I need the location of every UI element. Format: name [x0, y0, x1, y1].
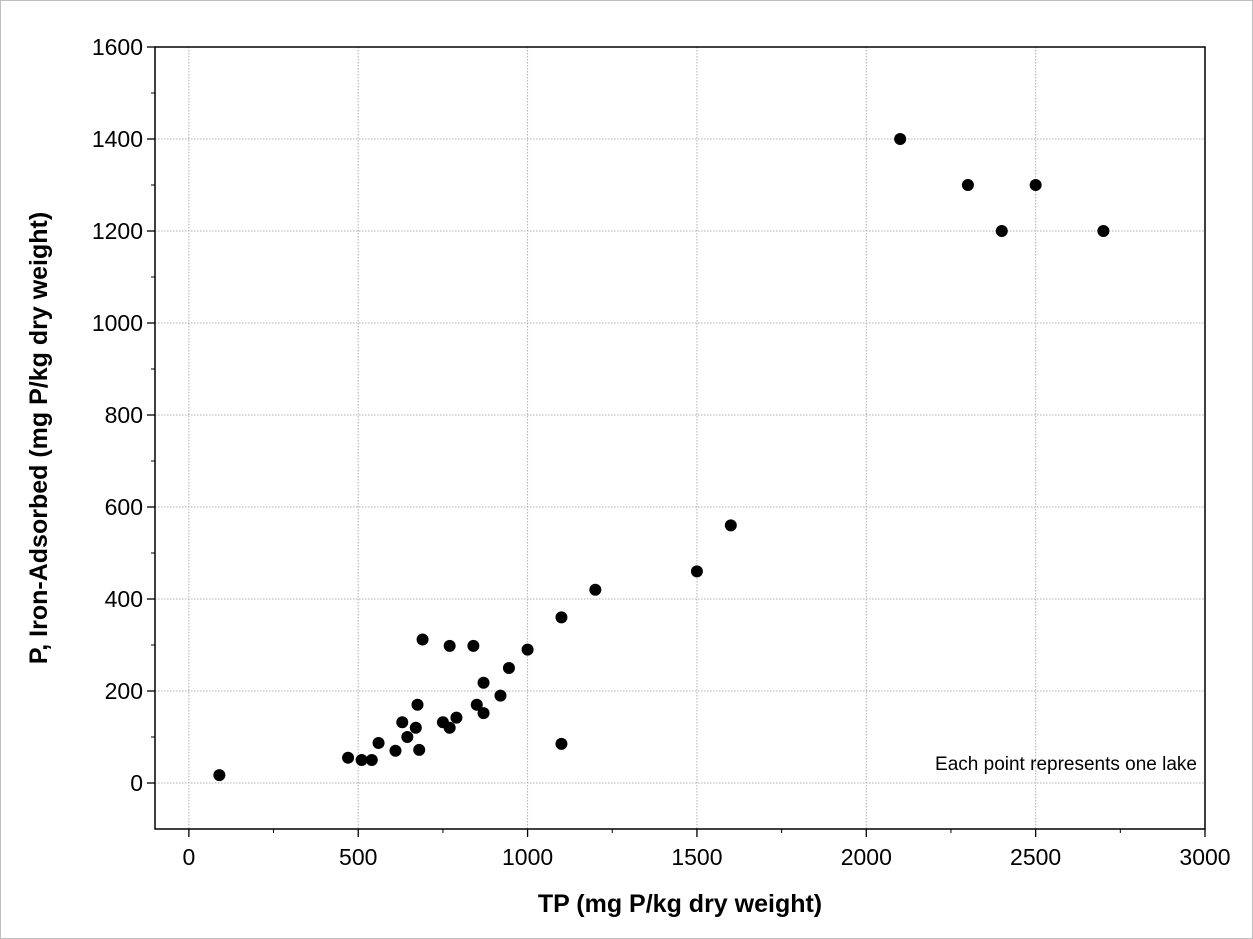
data-point — [213, 769, 226, 782]
data-point — [1029, 179, 1042, 191]
y-tick-label: 1000 — [92, 310, 143, 336]
data-point — [477, 676, 490, 689]
x-tick-label: 2000 — [841, 844, 892, 870]
data-point — [355, 754, 368, 766]
data-point — [450, 711, 463, 724]
data-point — [589, 583, 602, 596]
y-tick-label: 800 — [105, 402, 143, 428]
data-point — [521, 643, 534, 656]
data-point — [411, 698, 424, 711]
data-point — [413, 743, 426, 756]
data-point — [443, 721, 456, 734]
data-point — [470, 698, 483, 711]
x-tick-label: 2500 — [1010, 844, 1061, 870]
data-point — [494, 689, 507, 702]
x-axis-title: TP (mg P/kg dry weight) — [538, 890, 822, 918]
data-point — [477, 707, 490, 720]
data-points — [213, 133, 1110, 782]
chart-annotation: Each point represents one lake — [935, 754, 1197, 775]
x-tick-label: 0 — [182, 844, 195, 870]
x-tick-label: 1000 — [502, 844, 553, 870]
y-tick-label: 1600 — [92, 34, 143, 60]
data-point — [365, 754, 378, 766]
data-point — [1097, 225, 1110, 237]
data-point — [342, 751, 355, 764]
y-axis-title: P, Iron-Adsorbed (mg P/kg dry weight) — [25, 212, 53, 664]
y-tick-label: 400 — [105, 586, 143, 612]
plot-area-border — [154, 46, 1206, 830]
data-point — [467, 639, 480, 652]
data-point — [555, 737, 568, 750]
y-tick-label: 200 — [105, 678, 143, 704]
y-tick-label: 1200 — [92, 218, 143, 244]
x-tick-label: 1500 — [671, 844, 722, 870]
x-tick-label: 500 — [339, 844, 377, 870]
data-point — [396, 716, 409, 729]
y-tick-label: 1400 — [92, 126, 143, 152]
data-point — [894, 133, 907, 145]
y-tick-label: 0 — [130, 770, 143, 796]
data-point — [690, 565, 703, 578]
x-tick-label: 3000 — [1179, 844, 1230, 870]
data-point — [961, 179, 974, 191]
grid-lines — [155, 47, 1205, 829]
data-point — [443, 639, 456, 652]
data-point — [416, 633, 429, 646]
data-point — [372, 736, 385, 749]
data-point — [995, 225, 1008, 237]
data-point — [502, 662, 515, 674]
data-point — [409, 721, 422, 734]
data-point — [555, 611, 568, 624]
y-tick-label: 600 — [105, 494, 143, 520]
tick-labels: 0 500 1000 1500 2000 2500 3000 0 200 400 600 800 100… — [92, 34, 1231, 870]
data-point — [389, 744, 402, 757]
data-point — [724, 519, 737, 532]
data-point — [401, 731, 414, 743]
